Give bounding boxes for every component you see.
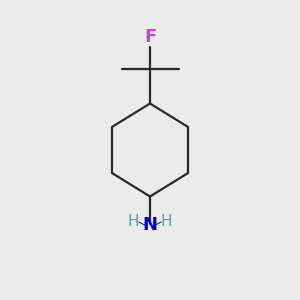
- Text: N: N: [142, 216, 158, 234]
- Text: F: F: [144, 28, 156, 46]
- Text: H: H: [161, 214, 172, 230]
- Text: H: H: [128, 214, 139, 230]
